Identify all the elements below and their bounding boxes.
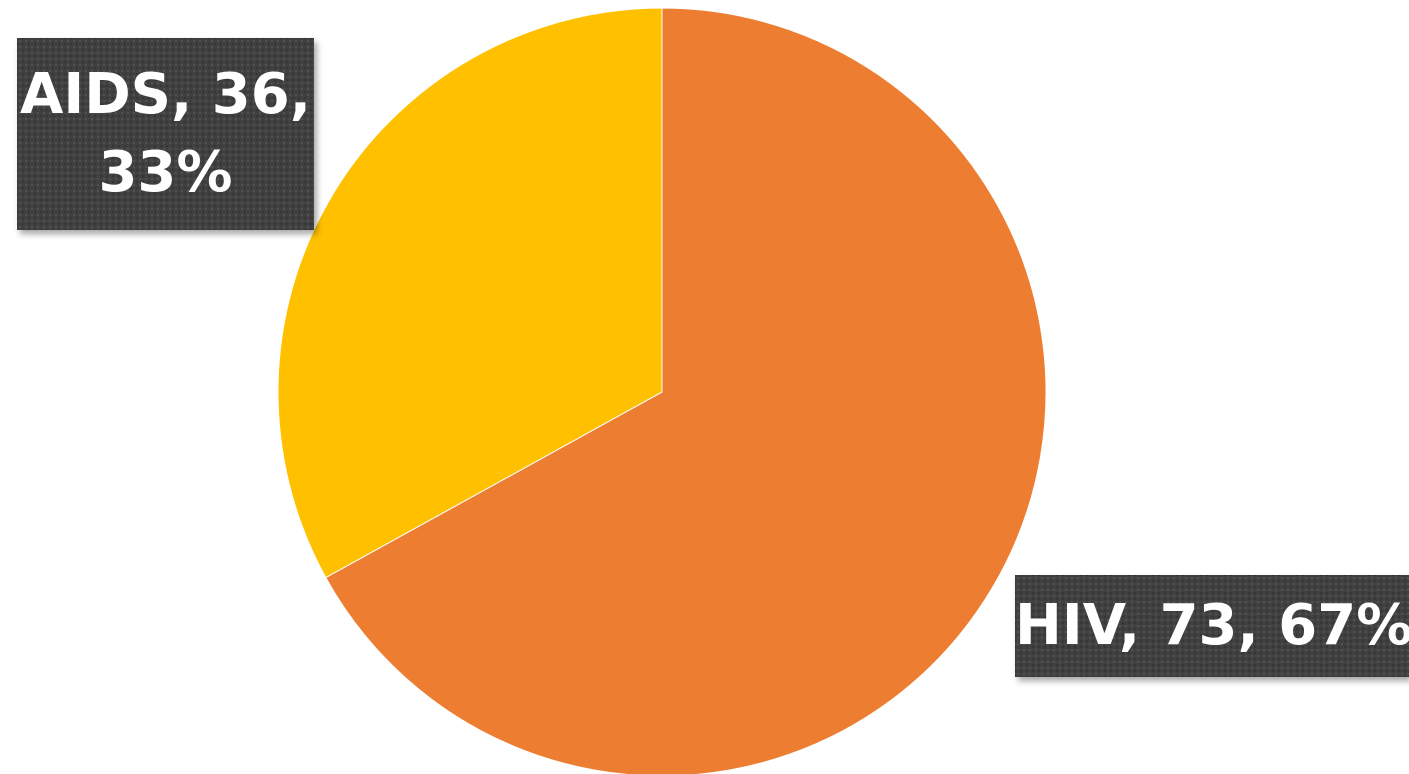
pie-slice-aids xyxy=(277,7,663,579)
pie-slice-hiv xyxy=(325,7,1047,774)
data-label-hiv: HIV, 73, 67% xyxy=(1015,575,1409,677)
data-label-aids-line1: AIDS, 36, xyxy=(20,62,311,127)
data-label-aids-line2: 33% xyxy=(98,140,233,205)
data-label-aids: AIDS, 36, 33% xyxy=(17,38,314,230)
